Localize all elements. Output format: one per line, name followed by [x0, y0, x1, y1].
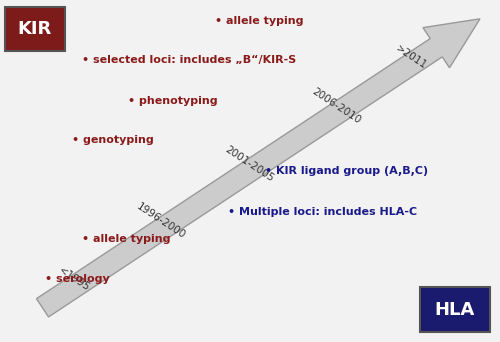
Text: 1996-2000: 1996-2000	[135, 202, 188, 241]
Text: 2001-2005: 2001-2005	[222, 144, 275, 183]
Text: • allele typing: • allele typing	[82, 234, 171, 245]
Text: <1995: <1995	[56, 265, 92, 293]
Text: • selected loci: includes „B“/KIR-S: • selected loci: includes „B“/KIR-S	[82, 55, 297, 65]
Text: 2006-2010: 2006-2010	[310, 86, 362, 126]
FancyBboxPatch shape	[420, 287, 490, 332]
Text: >2011: >2011	[394, 43, 428, 70]
Text: HLA: HLA	[435, 301, 475, 318]
Text: • genotyping: • genotyping	[72, 135, 154, 145]
Polygon shape	[36, 19, 480, 317]
Text: • phenotyping: • phenotyping	[128, 96, 217, 106]
Text: • serology: • serology	[45, 274, 110, 284]
Text: • Multiple loci: includes HLA-C: • Multiple loci: includes HLA-C	[228, 207, 416, 217]
Text: • allele typing: • allele typing	[215, 16, 304, 26]
FancyBboxPatch shape	[5, 7, 65, 51]
Text: • KIR ligand group (A,B,C): • KIR ligand group (A,B,C)	[265, 166, 428, 176]
Text: KIR: KIR	[18, 20, 52, 38]
